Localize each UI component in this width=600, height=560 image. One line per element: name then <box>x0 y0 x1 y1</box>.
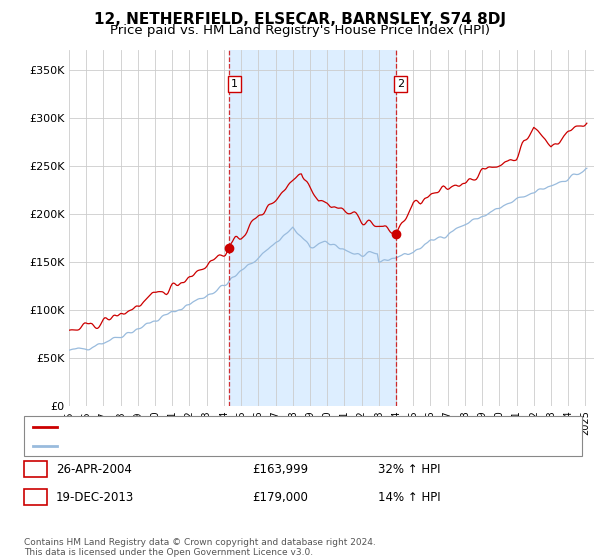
Text: 12, NETHERFIELD, ELSECAR, BARNSLEY, S74 8DJ (detached house): 12, NETHERFIELD, ELSECAR, BARNSLEY, S74 … <box>63 422 436 432</box>
Text: £179,000: £179,000 <box>252 491 308 504</box>
Text: Contains HM Land Registry data © Crown copyright and database right 2024.
This d: Contains HM Land Registry data © Crown c… <box>24 538 376 557</box>
Text: 2: 2 <box>397 79 404 89</box>
Text: 19-DEC-2013: 19-DEC-2013 <box>56 491 134 504</box>
Text: HPI: Average price, detached house, Barnsley: HPI: Average price, detached house, Barn… <box>63 441 318 451</box>
Text: 14% ↑ HPI: 14% ↑ HPI <box>378 491 440 504</box>
Text: 1: 1 <box>231 79 238 89</box>
Text: 12, NETHERFIELD, ELSECAR, BARNSLEY, S74 8DJ: 12, NETHERFIELD, ELSECAR, BARNSLEY, S74 … <box>94 12 506 27</box>
Bar <box>229 50 395 406</box>
Text: 32% ↑ HPI: 32% ↑ HPI <box>378 463 440 476</box>
Text: Price paid vs. HM Land Registry's House Price Index (HPI): Price paid vs. HM Land Registry's House … <box>110 24 490 36</box>
Text: £163,999: £163,999 <box>252 463 308 476</box>
Text: 2: 2 <box>32 491 39 504</box>
Text: 26-APR-2004: 26-APR-2004 <box>56 463 131 476</box>
Text: 1: 1 <box>32 463 39 476</box>
